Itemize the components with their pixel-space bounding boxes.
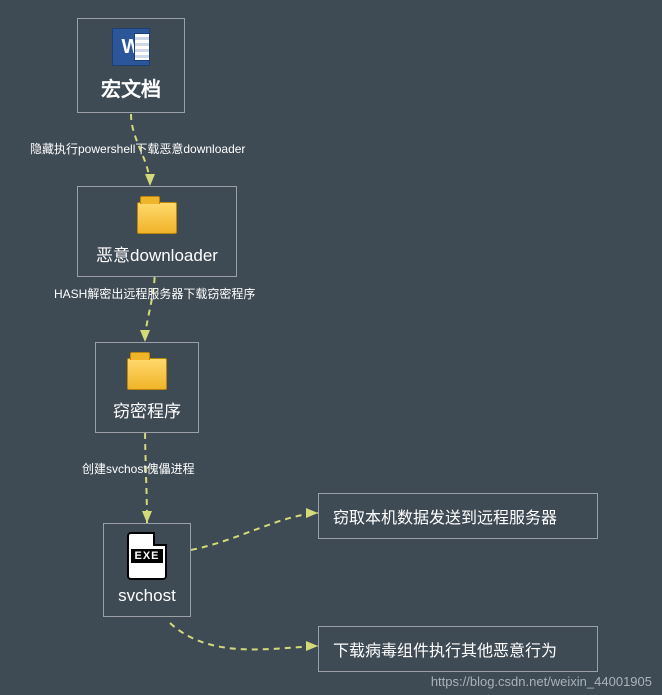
node-stealer: 窃密程序 — [95, 342, 199, 433]
node-exfiltrate: 窃取本机数据发送到远程服务器 — [318, 493, 598, 539]
node-label: 恶意downloader — [96, 241, 218, 266]
node-macro-doc: 宏文档 — [77, 18, 185, 113]
node-label: 窃密程序 — [113, 397, 181, 422]
node-label: 宏文档 — [101, 73, 161, 102]
folder-icon — [137, 195, 177, 235]
exe-icon: EXE — [127, 532, 167, 580]
diagram-canvas: 宏文档 恶意downloader 窃密程序 EXE svchost 窃取本机数据… — [0, 0, 662, 695]
node-label: svchost — [118, 586, 176, 606]
node-download-more: 下载病毒组件执行其他恶意行为 — [318, 626, 598, 672]
watermark: https://blog.csdn.net/weixin_44001905 — [431, 674, 652, 689]
node-label: 下载病毒组件执行其他恶意行为 — [333, 643, 557, 660]
node-svchost: EXE svchost — [103, 523, 191, 617]
node-downloader: 恶意downloader — [77, 186, 237, 277]
edge-label-3: 创建svchost傀儡进程 — [82, 460, 195, 477]
edge-label-2: HASH解密出远程服务器下载窃密程序 — [54, 285, 255, 302]
folder-icon — [127, 351, 167, 391]
word-icon — [111, 27, 151, 67]
node-label: 窃取本机数据发送到远程服务器 — [333, 510, 557, 527]
edge-label-1: 隐藏执行powershell下载恶意downloader — [30, 140, 245, 157]
